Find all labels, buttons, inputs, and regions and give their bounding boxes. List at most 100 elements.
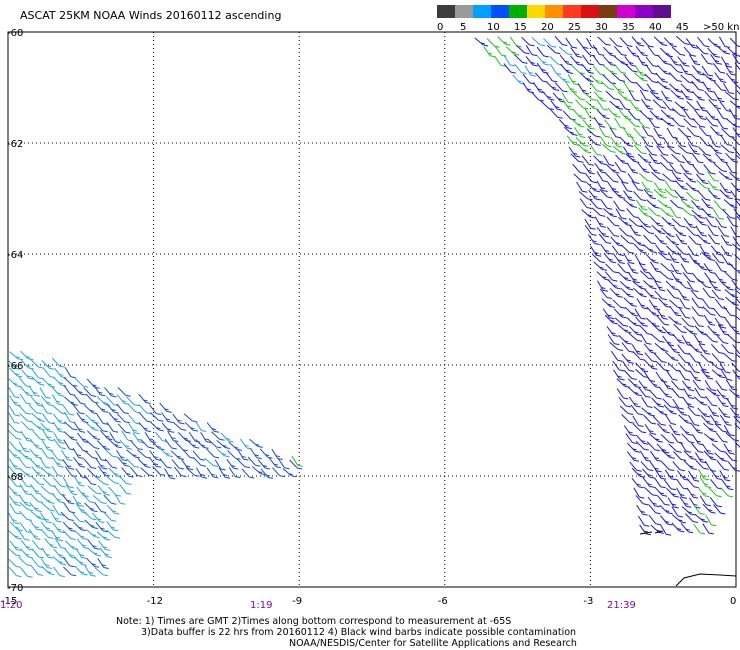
wind-barb	[654, 290, 668, 301]
wind-barb	[95, 458, 108, 470]
wind-barb	[701, 251, 715, 261]
wind-barb	[737, 271, 740, 275]
wind-barb	[690, 423, 703, 434]
wind-barb	[648, 272, 662, 283]
wind-barb	[9, 367, 23, 378]
wind-barb	[624, 306, 639, 317]
wind-barb	[707, 180, 720, 191]
wind-barb	[87, 485, 102, 495]
wind-barb	[31, 475, 45, 486]
wind-barb	[549, 56, 563, 66]
wind-barb	[581, 209, 595, 219]
wind-barb	[30, 493, 43, 503]
wind-barb	[161, 412, 173, 423]
wind-barb	[83, 458, 97, 469]
wind-barb	[665, 235, 679, 246]
y-tick-label: -70	[7, 583, 23, 594]
wind-barb	[697, 407, 711, 418]
wind-barb	[664, 469, 677, 481]
wind-barb	[732, 369, 740, 380]
wind-barb	[683, 325, 697, 335]
wind-barb	[715, 432, 728, 443]
wind-barb	[94, 476, 109, 486]
wind-barb	[214, 459, 226, 471]
wind-barb	[625, 153, 640, 163]
time-mid: 1:19	[250, 600, 273, 611]
wind-barb	[8, 477, 22, 488]
wind-barb	[575, 136, 589, 147]
wind-barb	[117, 387, 131, 397]
wind-barb	[677, 344, 690, 355]
wind-barb	[708, 99, 721, 110]
wind-barb	[584, 225, 597, 236]
wind-barb	[589, 74, 603, 85]
wind-barb	[716, 388, 729, 400]
wind-barb	[41, 565, 55, 576]
wind-barb	[576, 181, 588, 193]
wind-barb	[582, 54, 594, 66]
wind-barb	[44, 538, 57, 549]
contaminated-barb	[639, 530, 664, 535]
wind-barb	[698, 362, 710, 374]
wind-barb	[109, 432, 121, 444]
wind-barb	[72, 495, 84, 507]
wind-barb	[640, 224, 655, 235]
wind-barb	[677, 279, 691, 290]
wind-barb	[138, 421, 152, 433]
wind-barb	[721, 254, 733, 266]
wind-barb	[75, 547, 87, 559]
wind-barb	[727, 334, 740, 344]
wind-barb	[41, 547, 54, 559]
wind-barb	[668, 83, 683, 93]
wind-barb	[192, 450, 206, 461]
wind-barb	[645, 64, 657, 75]
wind-barb	[64, 466, 77, 477]
wind-barb	[29, 520, 42, 531]
wind-barb	[670, 89, 684, 100]
wind-barb	[605, 263, 619, 274]
wind-barb	[660, 154, 674, 164]
wind-barb	[702, 298, 715, 310]
wind-barb	[541, 90, 555, 101]
wind-barb	[708, 143, 722, 154]
wind-barb	[706, 387, 720, 397]
colorbar-tick-label: 20	[541, 22, 554, 33]
wind-barb	[734, 441, 740, 448]
wind-barb	[591, 207, 606, 217]
wind-barb	[659, 161, 674, 172]
wind-barb	[637, 119, 651, 129]
wind-barb	[669, 299, 683, 309]
wind-barb	[18, 404, 31, 415]
wind-barb	[642, 244, 657, 254]
colorbar-swatch	[455, 5, 473, 18]
wind-barb	[186, 439, 200, 449]
colorbar-tick-label: 5	[460, 22, 466, 33]
wind-barb	[92, 512, 105, 524]
wind-barb	[241, 468, 255, 479]
wind-barb	[251, 466, 266, 476]
wind-barb	[720, 281, 734, 291]
wind-barb	[618, 99, 631, 111]
wind-barb	[692, 164, 705, 176]
wind-barb	[694, 387, 706, 399]
wind-barb	[600, 80, 615, 91]
wind-barb	[525, 56, 538, 67]
wind-barb	[685, 513, 699, 523]
wind-barb	[140, 439, 154, 449]
wind-barb	[656, 145, 669, 156]
wind-barb	[63, 566, 77, 577]
wind-barb	[627, 110, 641, 121]
wind-barb	[623, 297, 637, 307]
wind-barb	[593, 117, 606, 128]
wind-barb	[596, 271, 610, 281]
wind-barb	[645, 253, 659, 264]
wind-barb	[549, 108, 563, 119]
wind-barb	[97, 558, 109, 569]
wind-barb	[673, 451, 686, 461]
wind-barb	[727, 461, 740, 472]
wind-barb	[702, 503, 716, 514]
wind-barb	[635, 316, 648, 327]
wind-barb	[206, 422, 220, 433]
wind-barb	[503, 55, 515, 67]
colorbar-swatch	[563, 5, 581, 18]
